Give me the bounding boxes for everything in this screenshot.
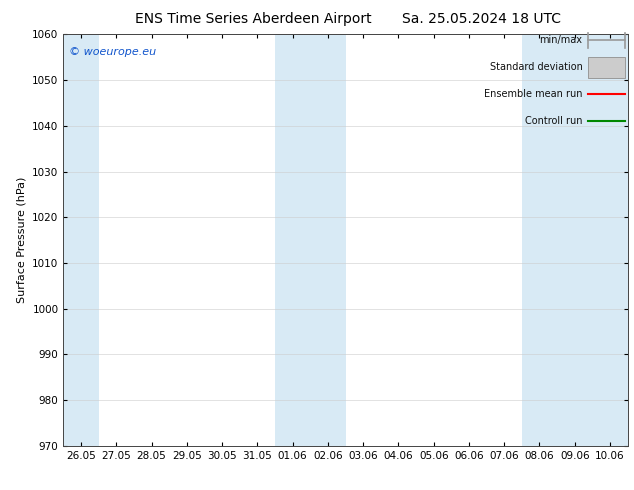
Text: © woeurope.eu: © woeurope.eu	[69, 47, 156, 57]
Bar	[588, 57, 625, 77]
Text: Ensemble mean run: Ensemble mean run	[484, 89, 583, 99]
Bar	[310, 34, 346, 446]
Text: Sa. 25.05.2024 18 UTC: Sa. 25.05.2024 18 UTC	[403, 12, 561, 26]
Bar	[63, 34, 99, 446]
Bar	[557, 34, 592, 446]
Text: min/max: min/max	[540, 35, 583, 46]
Bar	[522, 34, 557, 446]
Text: Controll run: Controll run	[525, 116, 583, 126]
Y-axis label: Surface Pressure (hPa): Surface Pressure (hPa)	[16, 177, 27, 303]
Bar	[592, 34, 628, 446]
Text: ENS Time Series Aberdeen Airport: ENS Time Series Aberdeen Airport	[135, 12, 372, 26]
Bar	[275, 34, 310, 446]
Text: Standard deviation: Standard deviation	[489, 62, 583, 72]
